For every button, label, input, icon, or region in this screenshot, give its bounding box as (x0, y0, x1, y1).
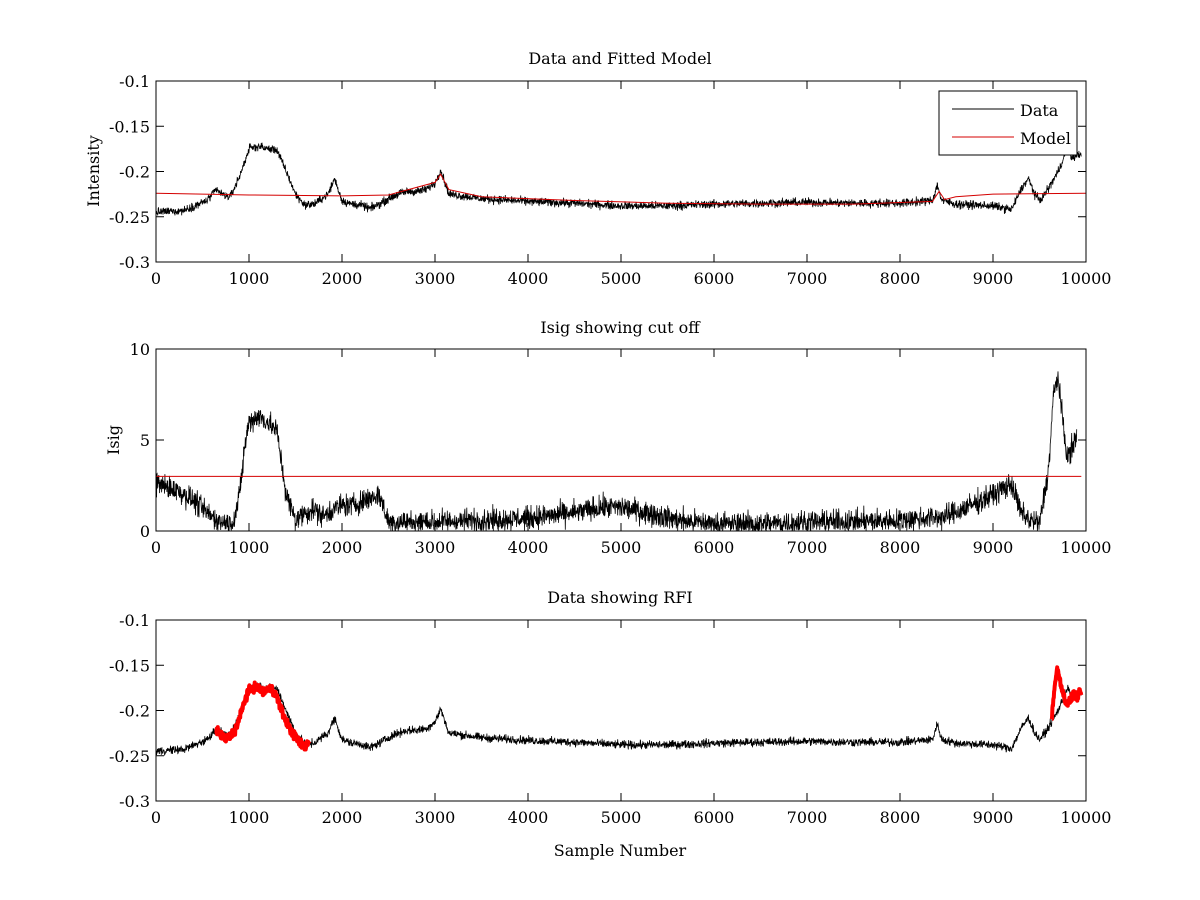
x-tick-label: 6000 (694, 808, 735, 827)
panel-data-fitted-model: Data and Fitted Model Intensity 0 1000 200… (84, 49, 1111, 288)
x-tick-label: 2000 (322, 808, 363, 827)
axes-box (155, 619, 1087, 802)
x-tick-label: 3000 (415, 538, 456, 557)
y-axis-label: Isig (104, 425, 123, 455)
x-tick-label: 7000 (787, 538, 828, 557)
plot-area (156, 142, 1086, 216)
series-data-line (156, 682, 1082, 756)
series-data-line (156, 142, 1082, 216)
series-model-line (156, 173, 1086, 205)
x-tick-label: 4000 (508, 808, 549, 827)
y-tick-label: -0.1 (119, 72, 150, 91)
x-tick-label: 10000 (1061, 538, 1112, 557)
ticks: 0 1000 2000 3000 4000 5000 6000 7000 8000 9000 100… (109, 611, 1111, 827)
x-tick-label: 9000 (973, 538, 1014, 557)
x-tick-label: 7000 (787, 808, 828, 827)
panel-title: Isig showing cut off (540, 318, 701, 337)
y-tick-label: -0.1 (119, 611, 150, 630)
x-tick-label: 4000 (508, 538, 549, 557)
x-tick-label: 3000 (415, 808, 456, 827)
x-tick-label: 10000 (1061, 808, 1112, 827)
x-tick-label: 1000 (229, 269, 270, 288)
y-tick-label: -0.2 (119, 163, 150, 182)
x-tick-label: 5000 (601, 538, 642, 557)
plot-area (156, 371, 1082, 531)
x-tick-label: 6000 (694, 538, 735, 557)
y-tick-label: 5 (140, 431, 150, 450)
y-tick-label: 0 (140, 522, 150, 541)
legend: Data Model (938, 90, 1078, 156)
panel-data-rfi: Data showing RFI Sample Number 0 1000 2000… (109, 588, 1111, 860)
panel-isig-cutoff: Isig showing cut off Isig 0 1000 2000 3000 4… (104, 318, 1111, 557)
y-tick-label: -0.15 (109, 656, 150, 675)
x-tick-label: 5000 (601, 808, 642, 827)
y-tick-label: -0.25 (109, 208, 150, 227)
y-tick-label: -0.3 (119, 253, 150, 272)
y-tick-label: 10 (130, 340, 150, 359)
ticks: 0 1000 2000 3000 4000 5000 6000 7000 8000 9000 100… (130, 340, 1112, 557)
x-tick-label: 9000 (973, 808, 1014, 827)
series-isig-line (156, 371, 1078, 531)
y-axis-label: Intensity (84, 135, 103, 207)
series-rfi-segment-1 (1049, 665, 1084, 722)
plot-area (156, 665, 1084, 756)
x-tick-label: 0 (151, 269, 161, 288)
x-tick-label: 5000 (601, 269, 642, 288)
legend-label-data: Data (1020, 101, 1059, 120)
x-tick-label: 8000 (880, 538, 921, 557)
panel-title: Data and Fitted Model (528, 49, 711, 68)
panel-title: Data showing RFI (547, 588, 692, 607)
x-tick-label: 2000 (322, 269, 363, 288)
x-tick-label: 2000 (322, 538, 363, 557)
series-rfi-segment-0 (214, 680, 312, 752)
x-axis-label: Sample Number (554, 841, 687, 860)
x-tick-label: 7000 (787, 269, 828, 288)
x-tick-label: 0 (151, 538, 161, 557)
y-tick-label: -0.3 (119, 792, 150, 811)
ticks: 0 1000 2000 3000 4000 5000 6000 7000 8000 9000 100… (109, 72, 1111, 288)
y-tick-label: -0.2 (119, 702, 150, 721)
legend-label-model: Model (1020, 129, 1071, 148)
x-tick-label: 6000 (694, 269, 735, 288)
legend-box (938, 90, 1078, 156)
y-tick-label: -0.15 (109, 117, 150, 136)
x-tick-label: 8000 (880, 269, 921, 288)
x-tick-label: 1000 (229, 538, 270, 557)
x-tick-label: 4000 (508, 269, 549, 288)
x-tick-label: 0 (151, 808, 161, 827)
x-tick-label: 10000 (1061, 269, 1112, 288)
y-tick-label: -0.25 (109, 747, 150, 766)
x-tick-label: 1000 (229, 808, 270, 827)
x-tick-label: 9000 (973, 269, 1014, 288)
x-tick-label: 8000 (880, 808, 921, 827)
x-tick-label: 3000 (415, 269, 456, 288)
